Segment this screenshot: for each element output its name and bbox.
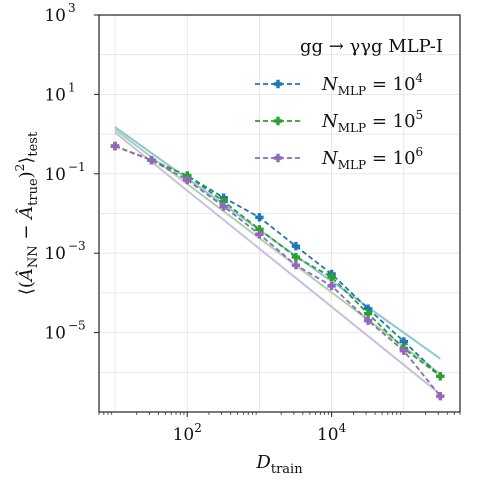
data-point xyxy=(291,252,301,262)
legend-entry-2: NMLP = 105 xyxy=(255,108,423,135)
data-point xyxy=(291,242,301,251)
data-point xyxy=(255,230,264,239)
fit-line-1 xyxy=(114,126,441,360)
legend-label: NMLP = 106 xyxy=(321,145,423,172)
y-tick-exponent: 3 xyxy=(68,1,76,15)
y-tick-label: 10 xyxy=(44,324,66,344)
x-tick-label: 102 xyxy=(173,421,202,445)
y-tick-label: 10 xyxy=(44,6,66,26)
y-axis-label-text: ⟨(ÂNN − Âtrue)2⟩test xyxy=(13,131,41,295)
y-tick-label: 10 xyxy=(44,85,66,105)
data-point xyxy=(399,346,409,355)
legend: gg → γγg MLP-I NMLP = 104 NMLP = 105 NMLP =… xyxy=(255,36,443,172)
data-point xyxy=(183,175,192,185)
x-tick-label: 104 xyxy=(317,421,347,445)
series-line xyxy=(114,145,441,377)
y-tick-exponent: −3 xyxy=(68,239,86,253)
data-point xyxy=(219,202,228,211)
series-3 xyxy=(110,141,445,401)
legend-entry-3: NMLP = 106 xyxy=(255,145,423,172)
data-point xyxy=(436,371,445,381)
data-point xyxy=(255,213,264,222)
legend-entry-1: NMLP = 104 xyxy=(255,71,424,98)
series-group xyxy=(110,141,445,401)
fit-line-3 xyxy=(114,131,441,396)
data-point xyxy=(363,316,373,325)
series-line xyxy=(114,145,442,397)
data-point xyxy=(147,156,156,165)
y-tick-exponent: −1 xyxy=(68,160,86,174)
data-point xyxy=(327,281,336,291)
legend-marker xyxy=(273,153,283,163)
y-tick-label: 10 xyxy=(44,165,66,185)
data-point xyxy=(327,272,336,282)
legend-title: gg → γγg MLP-I xyxy=(300,36,443,57)
legend-marker xyxy=(273,79,283,89)
legend-label: NMLP = 104 xyxy=(321,71,424,98)
x-axis-label: Dtrain xyxy=(255,452,303,477)
y-axis-label: ⟨(ÂNN − Âtrue)2⟩test xyxy=(13,131,41,295)
y-tick-exponent: 1 xyxy=(68,80,76,94)
data-point xyxy=(291,260,301,270)
x-axis-label-text: Dtrain xyxy=(255,452,303,477)
plot-frame xyxy=(98,14,461,413)
legend-label: NMLP = 105 xyxy=(321,108,423,135)
data-point xyxy=(436,392,445,401)
y-tick-label: 10 xyxy=(44,244,66,264)
legend-marker xyxy=(273,116,283,126)
y-tick-exponent: −5 xyxy=(68,319,86,333)
data-point xyxy=(110,141,120,151)
